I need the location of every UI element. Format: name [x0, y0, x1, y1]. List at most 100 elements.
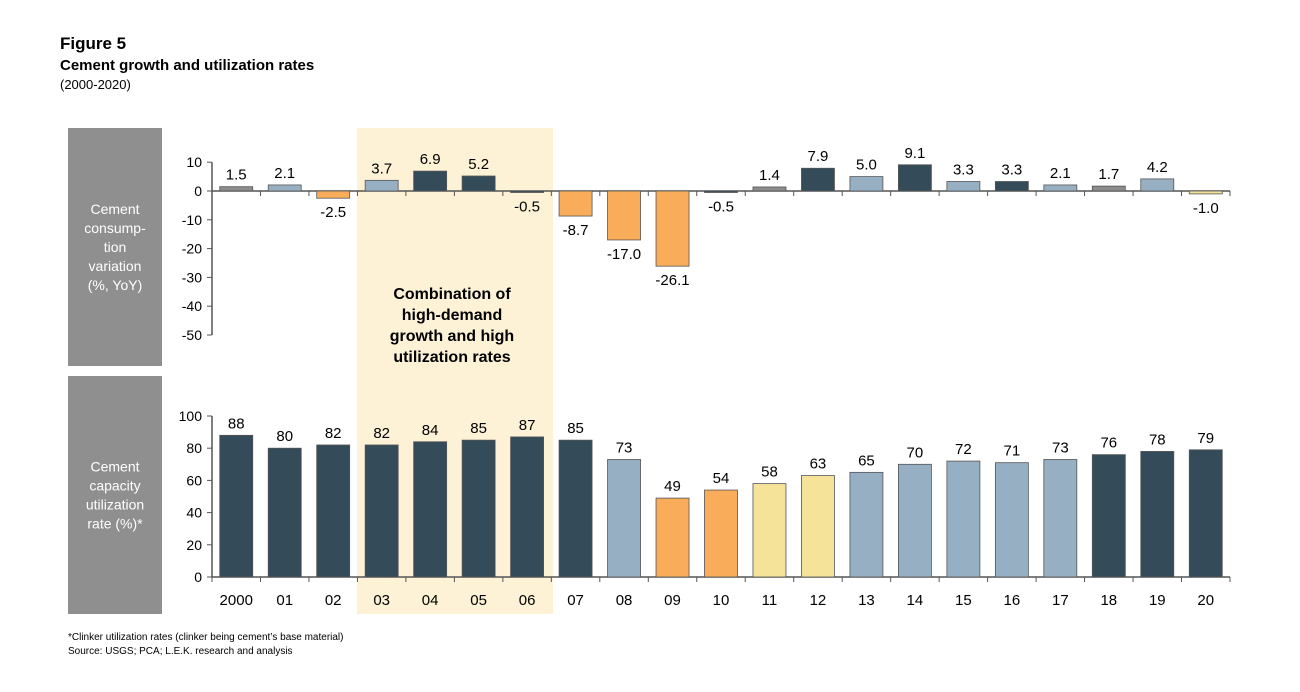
data-label: 78	[1149, 431, 1166, 448]
data-label: 88	[228, 415, 245, 432]
chart-subtitle: (2000-2020)	[60, 77, 131, 92]
y-axis-label: Cement capacity utilization rate (%)*	[86, 459, 144, 532]
y-tick-label: 40	[186, 505, 202, 521]
x-tick-label: 2000	[220, 592, 253, 609]
data-label: 1.7	[1098, 166, 1119, 183]
bar	[849, 471, 884, 578]
x-tick-label: 15	[955, 592, 972, 609]
bar	[898, 463, 932, 578]
ylabel-box	[68, 376, 162, 614]
source-note: Source: USGS; PCA; L.E.K. research and a…	[68, 646, 293, 657]
x-tick-label: 19	[1149, 592, 1166, 609]
data-label: 58	[761, 464, 778, 481]
data-label: 2.1	[1050, 165, 1071, 182]
bar	[364, 179, 399, 192]
data-label: -2.5	[320, 204, 346, 221]
data-label: 7.9	[808, 148, 829, 165]
chart-title: Cement growth and utilization rates	[60, 57, 315, 74]
y-tick-label: 10	[186, 154, 202, 170]
y-tick-label: 60	[186, 472, 202, 488]
bar	[510, 436, 544, 578]
x-tick-label: 01	[276, 592, 293, 609]
bar	[655, 190, 690, 267]
bar	[801, 475, 835, 578]
y-tick-label: 80	[186, 440, 202, 456]
y-axis-label: Cement consump-tion variation (%, YoY)	[84, 201, 146, 293]
data-label: 54	[713, 470, 730, 487]
data-label: 5.2	[468, 156, 489, 173]
data-label: 82	[373, 425, 390, 442]
x-tick-label: 03	[373, 592, 390, 609]
data-label: 85	[567, 420, 584, 437]
y-tick-label: 0	[194, 569, 202, 585]
x-tick-label: 16	[1004, 592, 1021, 609]
data-label: -1.0	[1193, 200, 1219, 217]
bar	[1140, 451, 1175, 578]
bar	[413, 170, 448, 192]
x-tick-label: 12	[810, 592, 827, 609]
bar	[898, 164, 932, 192]
data-label: 4.2	[1147, 159, 1168, 176]
data-label: 63	[810, 456, 827, 473]
footnote: *Clinker utilization rates (clinker bein…	[68, 632, 344, 643]
data-label: 80	[276, 428, 293, 445]
bar	[704, 489, 738, 578]
bar	[994, 462, 1029, 578]
x-tick-label: 10	[713, 592, 730, 609]
data-label: 85	[470, 420, 487, 437]
y-tick-label: -50	[182, 327, 202, 343]
data-label: 3.3	[953, 161, 974, 178]
x-tick-label: 13	[858, 592, 875, 609]
y-tick-label: -40	[182, 298, 202, 314]
bar	[316, 444, 351, 578]
x-tick-label: 07	[567, 592, 584, 609]
bar	[1188, 190, 1223, 195]
x-tick-label: 11	[762, 592, 778, 609]
bar	[752, 483, 787, 578]
data-label: 79	[1197, 430, 1214, 447]
bar	[1091, 185, 1126, 192]
y-tick-label: -30	[182, 269, 202, 285]
data-label: 5.0	[856, 157, 877, 174]
x-tick-label: 05	[470, 592, 487, 609]
bar	[607, 190, 641, 241]
data-label: 6.9	[420, 151, 441, 168]
data-label: 70	[907, 444, 924, 461]
x-tick-label: 14	[907, 592, 924, 609]
bar	[946, 181, 981, 192]
x-tick-label: 17	[1052, 592, 1069, 609]
bar	[413, 441, 448, 578]
x-tick-label: 20	[1197, 592, 1214, 609]
bar	[558, 190, 593, 217]
bar	[219, 186, 254, 192]
data-label: -8.7	[563, 222, 589, 239]
bar	[219, 434, 254, 578]
x-tick-label: 08	[616, 592, 633, 609]
bar	[801, 167, 835, 192]
bar	[1140, 178, 1175, 192]
data-label: -17.0	[607, 246, 641, 263]
bar	[510, 190, 544, 193]
figure-number: Figure 5	[60, 34, 127, 53]
ylabel-box	[68, 128, 162, 366]
x-tick-label: 18	[1100, 592, 1117, 609]
x-tick-label: 02	[325, 592, 342, 609]
bar	[704, 190, 738, 193]
bar	[655, 497, 690, 578]
data-label: 9.1	[904, 145, 925, 162]
y-tick-label: 100	[179, 408, 203, 424]
data-label: 3.7	[371, 160, 392, 177]
bar	[364, 444, 399, 578]
bar	[267, 447, 302, 578]
bar	[267, 184, 302, 192]
data-label: 73	[1052, 439, 1069, 456]
bar	[461, 439, 496, 578]
x-tick-label: 09	[664, 592, 681, 609]
data-label: 2.1	[274, 165, 295, 182]
data-label: 49	[664, 478, 681, 495]
data-label: 73	[616, 439, 633, 456]
data-label: 65	[858, 452, 875, 469]
x-tick-label: 04	[422, 592, 439, 609]
